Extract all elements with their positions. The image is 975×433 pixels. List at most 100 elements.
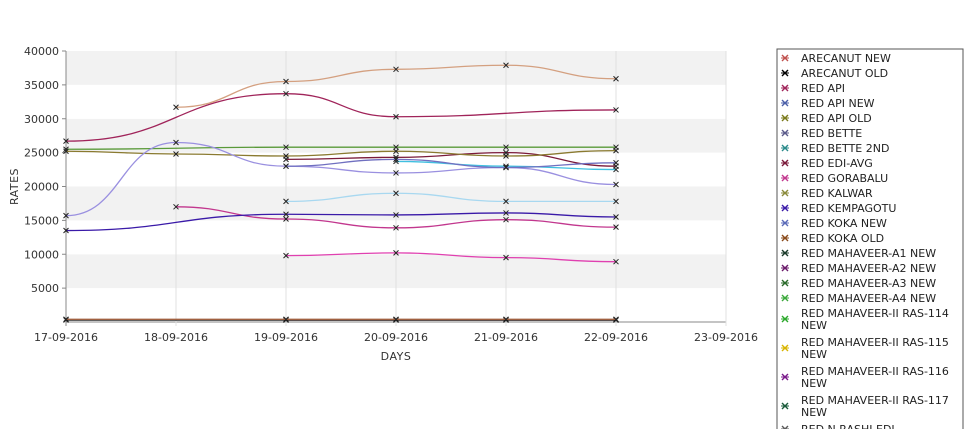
data-point-marker [63, 212, 69, 219]
legend: ARECANUT NEW ARECANUT OLD RED API RED API N… [776, 48, 964, 433]
legend-label: RED API OLD [801, 112, 872, 125]
data-point-marker [503, 144, 509, 151]
legend-item: RED API OLD [781, 112, 872, 125]
legend-label: RED API NEW [801, 97, 875, 110]
series-line [65, 93, 617, 142]
series-2 [63, 90, 619, 144]
data-point-marker [503, 62, 509, 69]
data-point-marker [393, 113, 399, 120]
data-point-marker [283, 153, 289, 159]
series-22 [173, 62, 619, 111]
legend-item: RED EDI-AVG [781, 157, 873, 170]
legend-label: RED MAHAVEER-A3 NEW [801, 277, 936, 290]
legend-label: RED GORABALU [801, 172, 888, 185]
y-tick-label: 15000 [24, 214, 59, 227]
x-tick-label: 20-09-2016 [364, 331, 428, 344]
data-point-marker [503, 198, 509, 205]
legend-label: RED KALWAR [801, 187, 873, 200]
data-point-marker [503, 210, 509, 216]
data-point-marker [63, 316, 69, 323]
data-point-marker [393, 250, 399, 256]
x-axis-ticks: 17-09-2016 18-09-2016 19-09-2016 20-09-2016… [34, 51, 758, 344]
series-line [65, 141, 617, 217]
series-line [285, 192, 616, 203]
data-point-marker [283, 78, 289, 85]
legend-label: RED MAHAVEER-II RAS-117 NEW [801, 394, 952, 419]
series-layer [63, 62, 619, 323]
legend-item: ARECANUT OLD [781, 67, 888, 80]
legend-item: RED KEMPAGOTU [781, 202, 896, 215]
legend-label: RED MAHAVEER-A1 NEW [801, 247, 936, 260]
legend-item: RED MAHAVEER-II RAS-115 NEW [781, 336, 952, 361]
legend-item: RED KOKA NEW [781, 217, 887, 230]
x-tick-label: 22-09-2016 [584, 331, 648, 344]
data-point-marker [613, 147, 619, 154]
series-line [65, 149, 617, 157]
legend-item: RED GORABALU [781, 172, 888, 185]
data-point-marker [283, 316, 289, 323]
legend-box [776, 48, 964, 433]
data-point-marker [503, 164, 509, 171]
data-point-marker [613, 198, 619, 205]
data-point-marker [393, 148, 399, 155]
legend-label: RED N RASHI EDI [801, 423, 895, 429]
y-tick-label: 20000 [24, 181, 59, 194]
y-axis-ticks: 5000 10000 15000 20000 25000 30000 35000 40000 [24, 45, 66, 295]
series-30 [63, 316, 619, 323]
data-point-marker [613, 159, 619, 166]
data-point-marker [613, 258, 619, 265]
legend-label: RED MAHAVEER-A2 NEW [801, 262, 936, 275]
legend-item: RED BETTE 2ND [781, 142, 889, 155]
data-point-marker [613, 214, 619, 220]
legend-label: RED EDI-AVG [801, 157, 873, 170]
series-24 [63, 147, 619, 159]
legend-label: ARECANUT NEW [801, 52, 891, 65]
data-point-marker [283, 216, 289, 222]
data-point-marker [503, 216, 509, 223]
legend-item: RED API NEW [781, 97, 875, 110]
legend-label: RED MAHAVEER-II RAS-115 NEW [801, 336, 952, 361]
data-point-marker [173, 151, 179, 157]
legend-item: RED MAHAVEER-A4 NEW [781, 292, 936, 305]
y-axis-title: RATES [8, 168, 21, 205]
series-line [285, 158, 617, 169]
y-tick-label: 30000 [24, 113, 59, 126]
data-point-marker [613, 224, 619, 231]
legend-item: RED KOKA OLD [781, 232, 884, 245]
data-point-marker [173, 104, 179, 111]
series-line [65, 212, 617, 232]
legend-label: RED API [801, 82, 845, 95]
legend-item: RED API [781, 82, 845, 95]
legend-label: RED MAHAVEER-II RAS-116 NEW [801, 365, 952, 390]
legend-label: RED BETTE [801, 127, 862, 140]
legend-item: RED MAHAVEER-A3 NEW [781, 277, 936, 290]
data-point-marker [283, 144, 289, 151]
y-tick-label: 40000 [24, 45, 59, 58]
data-point-marker [393, 316, 399, 323]
data-point-marker [63, 227, 69, 234]
legend-label: RED KEMPAGOTU [801, 202, 896, 215]
series-28 [283, 250, 619, 265]
data-point-marker [63, 138, 69, 144]
data-point-marker [613, 166, 619, 173]
x-tick-label: 19-09-2016 [254, 331, 318, 344]
legend-item: RED KALWAR [781, 187, 873, 200]
y-tick-label: 10000 [24, 248, 59, 261]
data-point-marker [503, 316, 509, 323]
legend-item: RED BETTE [781, 127, 862, 140]
legend-item: RED MAHAVEER-II RAS-116 NEW [781, 365, 952, 390]
legend-item: RED MAHAVEER-II RAS-117 NEW [781, 394, 952, 419]
data-point-marker [393, 190, 399, 197]
x-tick-label: 17-09-2016 [34, 331, 98, 344]
legend-label: RED KOKA OLD [801, 232, 884, 245]
x-axis-title: DAYS [381, 350, 412, 363]
legend-label: RED MAHAVEER-A4 NEW [801, 292, 936, 305]
data-point-marker [283, 90, 289, 97]
data-point-marker [393, 212, 399, 218]
data-point-marker [283, 211, 289, 218]
legend-item: RED MAHAVEER-II RAS-114 NEW [781, 307, 952, 332]
data-point-marker [503, 254, 509, 261]
x-tick-label: 23-09-2016 [694, 331, 758, 344]
legend-label: RED KOKA NEW [801, 217, 887, 230]
